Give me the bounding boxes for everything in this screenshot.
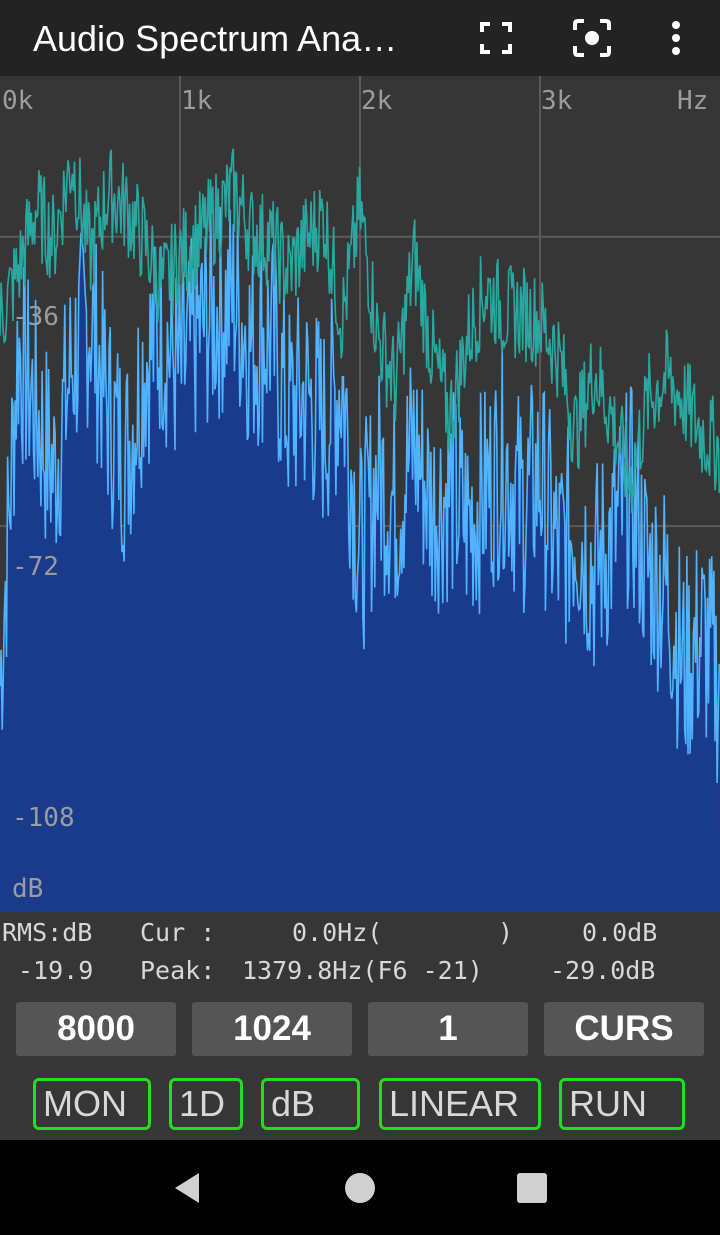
recents-icon[interactable] bbox=[509, 1165, 555, 1211]
run-toggle[interactable]: RUN bbox=[559, 1078, 685, 1130]
scale-toggle[interactable]: dB bbox=[261, 1078, 360, 1130]
controls-panel: 8000 1024 1 CURS MON 1D dB LINEAR RUN bbox=[0, 1000, 720, 1140]
fft-length-button[interactable]: 1024 bbox=[192, 1002, 352, 1056]
axis-toggle[interactable]: LINEAR bbox=[379, 1078, 541, 1130]
rms-value: -19.9 bbox=[18, 956, 94, 985]
peak-hold-line bbox=[0, 148, 720, 514]
x-tick-0k: 0k bbox=[2, 86, 34, 116]
navigation-bar bbox=[0, 1140, 720, 1235]
y-tick-108: -108 bbox=[12, 803, 75, 833]
mon-toggle[interactable]: MON bbox=[33, 1078, 151, 1130]
sample-rate-button[interactable]: 8000 bbox=[16, 1002, 176, 1056]
spectrum-chart bbox=[0, 76, 720, 912]
x-tick-2k: 2k bbox=[361, 86, 393, 116]
cursor-label: Cur : bbox=[140, 918, 216, 947]
cursor-db: 0.0dB bbox=[582, 918, 658, 947]
fullscreen-icon[interactable] bbox=[472, 14, 520, 62]
rms-label: RMS:dB bbox=[2, 918, 93, 947]
more-vert-icon[interactable] bbox=[652, 14, 700, 62]
app-title: Audio Spectrum Ana… bbox=[33, 18, 398, 59]
home-icon[interactable] bbox=[337, 1165, 383, 1211]
average-button[interactable]: 1 bbox=[368, 1002, 528, 1056]
readout-panel: RMS:dB Cur : 0.0Hz( ) 0.0dB -19.9 Peak: … bbox=[0, 912, 720, 1000]
x-unit-label: Hz bbox=[677, 86, 709, 116]
spectrum-area bbox=[0, 206, 720, 912]
screenshot-icon[interactable] bbox=[568, 14, 616, 62]
peak-label: Peak: bbox=[140, 956, 216, 985]
cursor-frequency: 0.0Hz( bbox=[292, 918, 383, 947]
spectrum-line bbox=[0, 206, 720, 784]
y-unit-label: dB bbox=[12, 874, 44, 904]
x-tick-3k: 3k bbox=[541, 86, 573, 116]
peak-db: -29.0dB bbox=[550, 956, 656, 985]
back-icon[interactable] bbox=[164, 1165, 210, 1211]
peak-frequency: 1379.8Hz(F6 -21) bbox=[242, 956, 483, 985]
cursor-note: ) bbox=[498, 918, 514, 947]
cursor-button[interactable]: CURS bbox=[544, 1002, 704, 1056]
dimension-toggle[interactable]: 1D bbox=[169, 1078, 243, 1130]
y-tick-72: -72 bbox=[12, 552, 59, 582]
spectrum-plot[interactable]: 0k 1k 2k 3k Hz -36 -72 -108 dB bbox=[0, 76, 720, 912]
app-bar: Audio Spectrum Ana… bbox=[0, 0, 720, 76]
y-tick-36: -36 bbox=[12, 302, 59, 332]
x-tick-1k: 1k bbox=[181, 86, 213, 116]
